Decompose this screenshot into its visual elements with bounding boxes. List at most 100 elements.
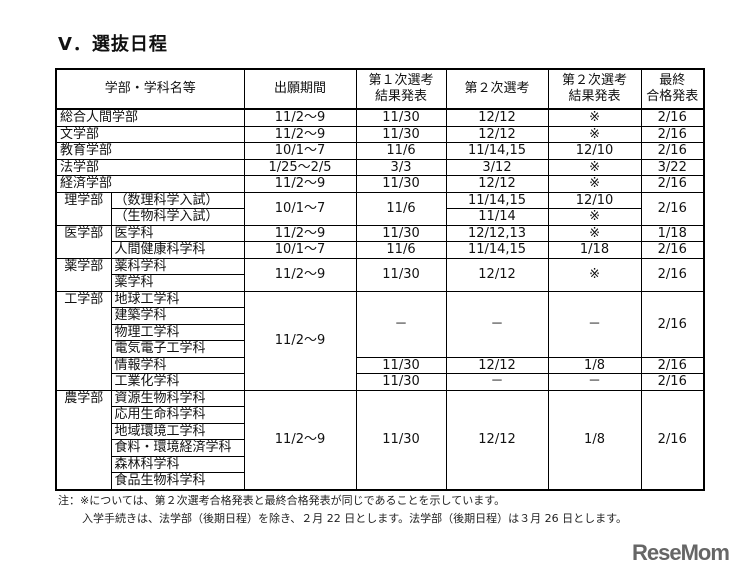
table-cell: 12/12,13: [445, 224, 549, 242]
note-line-1: 注：※については、第２次選考合格発表と最終合格発表が同じであることを示しています…: [58, 494, 506, 507]
table-cell: 経済学部: [55, 175, 245, 193]
table-cell: （数理科学入試）: [110, 191, 245, 209]
table-cell: 建築学科: [110, 307, 245, 325]
table-cell: ※: [547, 257, 642, 292]
table-cell: 2/16: [640, 142, 705, 160]
table-row: 人間健康科学科 10/1～7 11/6 11/14,15 1/18 2/16: [56, 241, 705, 259]
table-cell: ※: [547, 108, 642, 127]
table-cell: 理学部: [55, 191, 112, 226]
table-cell: 12/12: [445, 175, 549, 193]
table-cell: 11/2～9: [243, 108, 357, 127]
table-cell: －: [445, 290, 549, 358]
table-cell: 工学部: [55, 290, 112, 391]
table-cell: 薬科学科: [110, 257, 245, 275]
section-title: V．選抜日程: [58, 34, 168, 55]
table-cell: 森林科学科: [110, 455, 245, 473]
table-cell: 地球工学科: [110, 290, 245, 308]
table-row: 工業化学科 11/30 －－ 2/16: [56, 373, 705, 391]
table-cell: 11/30: [355, 108, 447, 127]
table-cell: 1/8: [547, 389, 642, 490]
table-cell: 11/6: [355, 191, 447, 226]
header-first-result: 第１次選考 結果発表: [355, 68, 447, 110]
table-cell: 11/30: [355, 356, 447, 374]
table-cell: 電気電子工学科: [110, 340, 245, 358]
table-cell: 12/10: [547, 191, 642, 209]
table-row: 文学部 11/2～9 11/30 12/12 ※ 2/16: [55, 125, 705, 143]
table-cell: 2/16: [640, 191, 705, 226]
table-cell: 1/25～2/5: [243, 158, 357, 176]
table-cell: 食料・環境経済学科: [110, 439, 245, 457]
table-row: 薬学部 薬科学科 11/2～9 11/30 12/12 ※ 2/16: [55, 257, 705, 292]
header-second-exam: 第２次選考: [445, 68, 549, 110]
table-cell: ※: [547, 125, 642, 143]
table-cell: 2/16: [640, 290, 705, 358]
table-cell: 医学部: [55, 224, 112, 259]
table-cell: 薬学部: [55, 257, 112, 292]
table-row: 教育学部 10/1～7 11/6 11/14,15 12/10 2/16: [55, 142, 705, 160]
table-cell: 11/14,15: [445, 241, 549, 259]
table-cell: 人間健康科学科: [110, 241, 245, 259]
table-cell: 2/16: [640, 175, 705, 193]
table-row: 食品生物科学科: [56, 472, 704, 490]
table-cell: 11/30: [355, 224, 447, 242]
table-cell: 12/12: [445, 389, 549, 490]
table-cell: 2/16: [640, 389, 705, 490]
table-cell: 10/1～7: [243, 142, 357, 160]
table-cell: 12/12: [445, 257, 549, 292]
table-cell: 11/30: [355, 125, 447, 143]
table-cell: 物理工学科: [110, 323, 245, 341]
header-second-result: 第２次選考 結果発表: [547, 68, 642, 110]
table-row: 総合人間学部 11/2～9 11/30 12/12 ※ 2/16: [55, 108, 705, 127]
table-cell: 3/12: [445, 158, 549, 176]
table-cell: 11/30: [355, 389, 447, 490]
table-cell: 12/10: [547, 142, 642, 160]
table-row: 食料・環境経済学科: [56, 439, 704, 457]
table-cell: 薬学科: [110, 274, 245, 292]
table-cell: 12/12: [445, 125, 549, 143]
table-cell: 1/18: [640, 224, 705, 242]
table-row: 電気電子工学科: [56, 340, 704, 358]
table-cell: 1/18: [547, 241, 642, 259]
header-final-result: 最終 合格発表: [640, 68, 705, 110]
table-cell: 1/8: [547, 356, 642, 374]
table-row: 農学部 資源生物科学科 11/2～9 11/30 12/12 1/8 2/16: [55, 389, 705, 490]
table-cell: 農学部: [55, 389, 112, 490]
table-cell: 3/3: [355, 158, 447, 176]
table-row: 医学部 医学科 11/2～9 11/30 12/12,13 ※ 1/18: [55, 224, 705, 259]
table-cell: 11/6: [355, 241, 447, 259]
table-cell: 情報学科: [110, 356, 245, 374]
note-line-2: 入学手続きは、法学部（後期日程）を除き、２月 22 日とします。法学部（後期日程…: [82, 512, 628, 525]
table-cell: 11/14,15: [445, 191, 549, 209]
table-cell: 11/2～9: [243, 290, 357, 391]
table-cell: ※: [547, 158, 642, 176]
table-cell: 10/1～7: [243, 241, 357, 259]
table-row: 理学部 （数理科学入試） 10/1～7 11/6 11/14,15 12/10 2/16: [55, 191, 705, 226]
table-cell: 2/16: [640, 257, 705, 292]
table-cell: 2/16: [640, 108, 705, 127]
table-row: 情報学科 11/30 12/12 1/8 2/16: [56, 356, 705, 374]
table-cell: 12/12: [445, 108, 549, 127]
table-cell: 資源生物科学科: [110, 389, 245, 407]
table-cell: －: [355, 290, 447, 358]
table-cell: 11/2～9: [243, 175, 357, 193]
table-cell: 教育学部: [55, 142, 245, 160]
table-cell: 11/14,15: [445, 142, 549, 160]
table-cell: 11/30: [355, 257, 447, 292]
table-cell: 11/2～9: [243, 257, 357, 292]
table-cell: 食品生物科学科: [110, 472, 245, 490]
table-cell: 11/6: [355, 142, 447, 160]
table-cell: 11/2～9: [243, 389, 357, 490]
header-application-period: 出願期間: [243, 68, 357, 110]
table-cell: 工業化学科: [110, 373, 245, 391]
resemom-logo: ReseMom: [632, 540, 730, 565]
table-cell: ※: [547, 208, 642, 226]
header-row: 学部・学科名等 出願期間 第１次選考 結果発表 第２次選考 第２次選考 結果発表…: [55, 68, 705, 110]
table-cell: 11/30: [355, 175, 447, 193]
table-cell: 地域環境工学科: [110, 422, 245, 440]
table-cell: 12/12: [445, 356, 549, 374]
table-cell: 3/22: [640, 158, 705, 176]
table-cell: －: [445, 373, 549, 391]
table-cell: 10/1～7: [243, 191, 357, 226]
table-cell: 医学科: [110, 224, 245, 242]
table-row: 経済学部 11/2～9 11/30 12/12 ※ 2/16: [55, 175, 705, 193]
